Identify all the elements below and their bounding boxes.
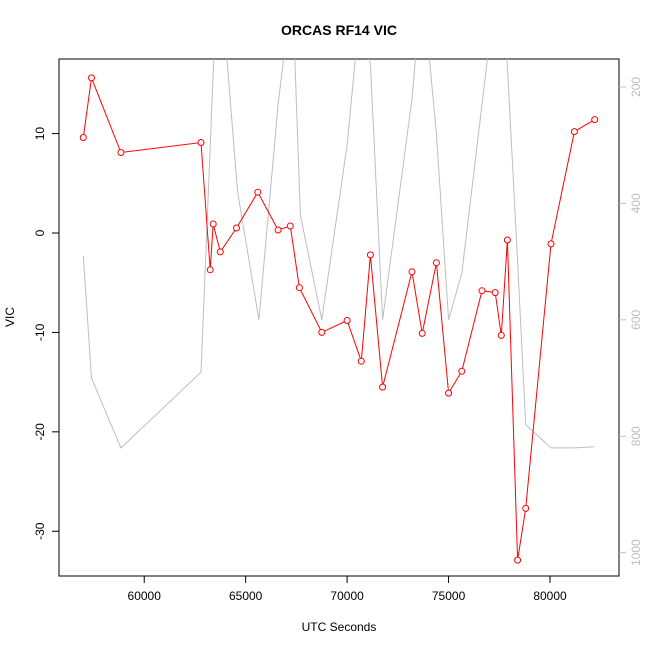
data-point: [88, 74, 95, 82]
data-point: [503, 236, 511, 244]
data-point: [478, 287, 486, 295]
x-tick-label: 70000: [330, 589, 364, 603]
y-tick-label: -20: [33, 423, 47, 441]
data-point: [522, 504, 530, 512]
data-point: [216, 248, 224, 256]
gray-series-layer: [82, 59, 595, 449]
data-point: [591, 116, 599, 124]
plot-box: [58, 58, 620, 577]
data-point: [79, 134, 87, 141]
x-tick-label: 80000: [533, 589, 567, 603]
data-point: [432, 259, 440, 267]
y2-tick-label: 800: [629, 426, 643, 446]
y2-tick-label: 600: [629, 309, 643, 329]
data-point: [357, 357, 365, 365]
y2-axis: 200 400 600 800 1000: [619, 77, 643, 566]
chart-title: ORCAS RF14 VIC: [281, 22, 397, 38]
red-series-layer: [79, 74, 599, 564]
data-point: [197, 139, 205, 146]
y2-tick-label: 1000: [629, 539, 643, 566]
data-point: [343, 317, 351, 324]
y-tick-label: 10: [33, 127, 47, 141]
data-point: [117, 149, 125, 156]
data-point: [295, 284, 303, 292]
data-point: [274, 226, 282, 234]
data-point: [209, 220, 217, 228]
data-point: [318, 328, 326, 336]
data-point: [379, 383, 387, 391]
data-point: [366, 251, 374, 259]
y-tick-label: -30: [33, 522, 47, 540]
y-tick-label: 0: [33, 229, 47, 236]
data-point: [570, 128, 578, 136]
x-tick-label: 60000: [128, 589, 162, 603]
data-point: [418, 329, 426, 337]
y2-tick-label: 400: [629, 193, 643, 213]
y-axis: -30 -20 -10 0 10: [33, 127, 59, 540]
y-tick-label: -10: [33, 323, 47, 341]
data-point: [497, 331, 505, 339]
gray-series-line: [82, 59, 595, 449]
data-point: [547, 240, 555, 248]
data-point: [206, 266, 214, 274]
data-point: [491, 289, 499, 297]
x-axis: 60000 65000 70000 75000 80000: [128, 576, 567, 603]
x-tick-label: 75000: [432, 589, 466, 603]
data-point: [458, 367, 466, 375]
data-point: [233, 224, 240, 232]
data-point: [286, 222, 294, 230]
red-series-line: [82, 75, 595, 561]
x-tick-label: 65000: [229, 589, 263, 603]
data-point: [445, 389, 453, 397]
data-point: [514, 556, 522, 564]
data-point: [254, 188, 262, 196]
y2-tick-label: 200: [629, 77, 643, 97]
data-point: [408, 268, 416, 276]
y-axis-label: VIC: [3, 307, 17, 327]
x-axis-label: UTC Seconds: [302, 620, 377, 634]
